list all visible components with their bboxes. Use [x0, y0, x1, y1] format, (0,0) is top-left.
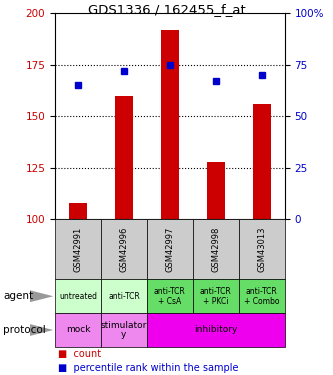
Text: GSM42991: GSM42991: [73, 227, 83, 272]
Bar: [55, 219, 101, 279]
Text: untreated: untreated: [59, 292, 97, 301]
Text: agent: agent: [3, 291, 33, 301]
Text: GSM43013: GSM43013: [257, 226, 266, 272]
Bar: [239, 279, 285, 313]
Text: anti-TCR
+ PKCi: anti-TCR + PKCi: [200, 287, 232, 306]
Text: stimulator
y: stimulator y: [101, 321, 147, 339]
Text: GSM42998: GSM42998: [211, 226, 220, 272]
Bar: [101, 313, 147, 347]
Bar: [239, 219, 285, 279]
Bar: [147, 219, 193, 279]
Text: GSM42996: GSM42996: [119, 226, 129, 272]
Bar: [147, 279, 193, 313]
Text: mock: mock: [66, 326, 90, 334]
Bar: [161, 30, 179, 219]
Bar: [55, 279, 101, 313]
Text: inhibitory: inhibitory: [194, 326, 237, 334]
Bar: [147, 313, 285, 347]
Text: anti-TCR: anti-TCR: [108, 292, 140, 301]
Text: anti-TCR
+ CsA: anti-TCR + CsA: [154, 287, 186, 306]
Bar: [252, 104, 271, 219]
Bar: [206, 162, 225, 219]
Polygon shape: [30, 324, 53, 336]
Bar: [115, 96, 133, 219]
Bar: [69, 203, 87, 219]
Bar: [101, 279, 147, 313]
Bar: [55, 313, 101, 347]
Bar: [101, 219, 147, 279]
Text: ■  count: ■ count: [58, 349, 102, 359]
Text: protocol: protocol: [3, 325, 46, 335]
Text: anti-TCR
+ Combo: anti-TCR + Combo: [244, 287, 279, 306]
Polygon shape: [30, 290, 53, 302]
Text: GDS1336 / 162455_f_at: GDS1336 / 162455_f_at: [88, 3, 245, 16]
Text: GSM42997: GSM42997: [165, 226, 174, 272]
Bar: [193, 279, 239, 313]
Text: ■  percentile rank within the sample: ■ percentile rank within the sample: [58, 363, 239, 373]
Bar: [193, 219, 239, 279]
